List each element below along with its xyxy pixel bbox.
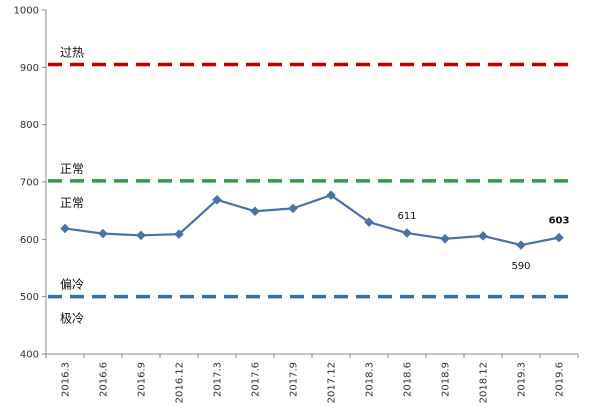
- x-tick-label: 2018.6: [403, 362, 414, 397]
- data-point: [136, 230, 146, 241]
- data-point: [364, 217, 374, 227]
- x-tick-label: 2019.6: [555, 362, 566, 397]
- data-point: [98, 228, 108, 239]
- x-tick-label: 2019.3: [517, 362, 528, 397]
- axes: 400 500 600 700 800 900 1000 2016.3 2016.6 2016.9…: [14, 6, 579, 403]
- data-labels: 611 590 603: [397, 211, 569, 272]
- zone-label: 偏冷: [60, 277, 84, 292]
- x-tick-label: 2016.6: [99, 362, 110, 397]
- y-tick-label: 400: [20, 350, 39, 361]
- data-point: [212, 194, 222, 205]
- y-tick-label: 900: [20, 63, 39, 74]
- y-tick-label: 1000: [14, 6, 39, 17]
- zone-label: 正常: [60, 162, 84, 176]
- data-point: [326, 190, 336, 201]
- data-point: [288, 203, 298, 214]
- data-label: 603: [549, 216, 570, 227]
- x-tick-label: 2017.3: [213, 362, 224, 397]
- x-tick-label: 2018.9: [441, 362, 452, 397]
- x-tick-label: 2016.3: [61, 362, 72, 397]
- zone-label: 正常: [60, 196, 84, 210]
- series-line: [64, 194, 560, 247]
- y-tick-label: 800: [20, 120, 39, 131]
- data-point: [250, 206, 260, 217]
- zone-label: 过热: [60, 45, 84, 59]
- x-tick-label: 2016.9: [137, 362, 148, 397]
- y-tick-label: 600: [20, 235, 39, 246]
- x-tick-label: 2016.12: [175, 362, 186, 403]
- reference-lines: [48, 62, 572, 299]
- y-tick-label: 700: [20, 178, 39, 189]
- x-tick-label: 2018.12: [479, 362, 490, 403]
- data-point: [60, 223, 70, 234]
- data-point: [554, 232, 564, 243]
- x-tick-label: 2017.9: [289, 362, 300, 397]
- data-point: [478, 231, 488, 241]
- data-point: [516, 240, 526, 250]
- x-tick-label: 2017.12: [327, 362, 338, 403]
- data-point: [174, 229, 184, 240]
- x-tick-label: 2017.6: [251, 362, 262, 397]
- zone-label: 极冷: [60, 312, 84, 326]
- series-group: [60, 190, 564, 250]
- data-point: [440, 233, 450, 244]
- data-label: 590: [511, 261, 530, 272]
- data-label: 611: [397, 211, 416, 222]
- data-point: [402, 228, 412, 238]
- y-tick-label: 500: [20, 292, 39, 303]
- x-tick-label: 2018.3: [365, 362, 376, 397]
